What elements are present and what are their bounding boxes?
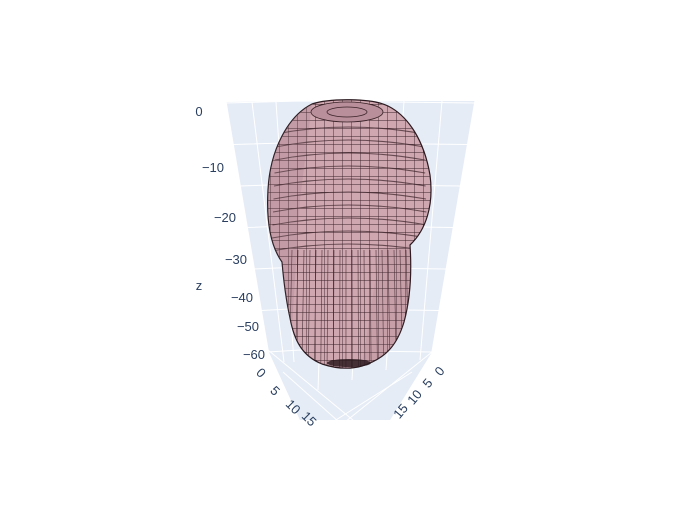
z-tick-label: −30 [225, 252, 247, 267]
z-tick-label: −10 [202, 160, 224, 175]
y-tick-label: 5 [419, 376, 435, 391]
z-axis-title: z [196, 278, 203, 293]
top-cap [311, 102, 383, 122]
x-tick-label: 0 [253, 365, 269, 381]
y-tick-label: 0 [431, 364, 447, 379]
z-tick-label: −20 [214, 210, 236, 225]
z-tick-label: −40 [231, 290, 253, 305]
x-tick-label: 5 [267, 383, 283, 399]
z-tick-label: −60 [243, 347, 265, 362]
z-tick-label: 0 [195, 104, 202, 119]
bottom-rim [327, 359, 371, 367]
z-tick-label: −50 [237, 319, 259, 334]
